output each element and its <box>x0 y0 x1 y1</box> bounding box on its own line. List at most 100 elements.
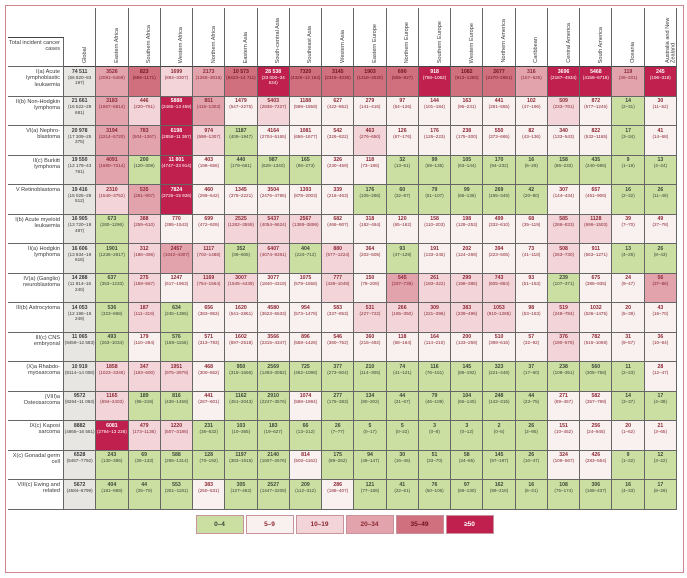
cell-value: 37 <box>528 363 535 370</box>
cell-confidence-interval: (1–22) <box>621 458 635 464</box>
data-cell: 383 (250–531) <box>193 480 226 510</box>
cell-value: 5468 <box>590 68 602 75</box>
cell-value: 245 <box>656 68 665 75</box>
column-header: South-central Asia <box>257 8 290 67</box>
cell-confidence-interval: (68–164) <box>393 340 412 346</box>
data-cell: 2310 (1540–3752) <box>96 185 129 215</box>
row-label: I(a) Acute lymphoblastic leukaemia <box>8 67 64 97</box>
cell-value: 6528 <box>73 452 86 458</box>
cell-value: 44 <box>141 481 148 488</box>
cell-value: 404 <box>301 245 310 252</box>
data-cell: 26 (8–43) <box>644 244 677 274</box>
cell-confidence-interval: (754–1564) <box>196 281 221 287</box>
column-header-label: Southern Africa <box>146 24 153 63</box>
cell-confidence-interval: (32–87) <box>394 192 411 198</box>
cell-confidence-interval: (240–595) <box>585 163 607 169</box>
cell-value: 36 <box>657 334 664 340</box>
data-cell: 266 (165–350) <box>386 303 419 333</box>
data-cell: 31 (9–57) <box>612 332 645 362</box>
column-header-label: Caribbean <box>533 37 540 63</box>
column-header: Southeast Asia <box>289 8 323 67</box>
cell-confidence-interval: (5457–7792) <box>66 458 93 464</box>
data-cell: 5437 (4054–6624) <box>257 214 290 244</box>
data-cell: 509 (233–761) <box>547 96 581 126</box>
data-cell: 4580 (3623–5533) <box>257 303 290 333</box>
row-label: IV(a) (Ganglio) neuroblastoma <box>8 273 64 303</box>
data-cell: 954 (573–1478) <box>289 303 323 333</box>
cell-confidence-interval: (438–1049) <box>325 281 350 287</box>
data-cell: 1187 (408–1947) <box>225 126 258 156</box>
cell-confidence-interval: (16–70) <box>652 310 669 316</box>
data-cell: 1053 (810–1285) <box>483 303 516 333</box>
cell-confidence-interval: (5–39) <box>621 310 635 316</box>
cell-confidence-interval: (4747–33 914) <box>161 163 192 169</box>
cell-value: 316 <box>526 68 536 75</box>
cell-value: 69 <box>141 452 148 458</box>
cell-confidence-interval: (300–652) <box>198 369 220 375</box>
data-cell: 6081 (2794–13 236) <box>96 421 129 451</box>
cell-confidence-interval: (227–722) <box>359 310 381 316</box>
data-cell: 144 (101–184) <box>418 96 452 126</box>
data-cell: 323 (221–448) <box>483 362 516 392</box>
data-cell: 364 (202–505) <box>354 244 387 274</box>
cell-confidence-interval: (41–121) <box>393 369 412 375</box>
data-cell: 11 065 (9459–12 583) <box>64 332 97 362</box>
column-header-label: Oceania <box>630 42 637 63</box>
data-cell: 116 (76–151) <box>418 362 452 392</box>
data-cell: 158 (110–203) <box>418 214 452 244</box>
column-header-label: Northern Europe <box>404 21 411 63</box>
data-cell: 5 (0–22) <box>386 421 419 451</box>
data-cell: 26 (7–77) <box>322 421 355 451</box>
data-cell: 360 (215–492) <box>354 332 387 362</box>
data-cell: 1220 (507–3186) <box>160 421 194 451</box>
data-cell: 1081 (656–1677) <box>289 126 323 156</box>
cell-value: 7320 <box>299 68 312 75</box>
data-cell: 41 (22–61) <box>386 480 419 510</box>
column-header-label: Southeast Asia <box>307 25 314 63</box>
cell-confidence-interval: (142–315) <box>488 399 510 405</box>
data-cell: 305 (127–462) <box>225 480 258 510</box>
cell-confidence-interval: (913–1280) <box>455 74 479 80</box>
cell-confidence-interval: (202–505) <box>359 251 381 257</box>
cell-value: 266 <box>397 304 407 311</box>
cell-confidence-interval: (626–1340) <box>261 163 285 169</box>
cell-value: 777 <box>333 275 343 281</box>
cell-value: 121 <box>365 481 375 488</box>
data-cell: 553 (251–1181) <box>160 480 194 510</box>
cell-value: 3 <box>433 422 436 429</box>
data-cell: 151 (10–452) <box>547 421 581 451</box>
cell-confidence-interval: (67–176) <box>393 133 412 139</box>
cell-value: 3 <box>465 422 469 429</box>
cell-value: 17 <box>657 393 664 399</box>
data-cell: 1165 (694–2403) <box>96 391 129 421</box>
cell-confidence-interval: (13–51) <box>394 163 411 169</box>
cell-confidence-interval: (337–739) <box>391 281 413 287</box>
data-cell: 179 (110–284) <box>128 332 161 362</box>
data-cell: 16 (6–29) <box>515 155 548 185</box>
cell-confidence-interval: (77–168) <box>360 487 380 493</box>
data-cell: 326 (230–459) <box>322 155 355 185</box>
cell-confidence-interval: (1282–3559) <box>227 222 254 228</box>
data-cell: 5888 (2465–13 459) <box>160 96 194 126</box>
cell-confidence-interval: (54–126) <box>393 104 412 110</box>
cell-confidence-interval: (10–64) <box>652 340 669 346</box>
cell-confidence-interval: (17–60) <box>523 369 540 375</box>
cell-confidence-interval: (313–793) <box>198 340 220 346</box>
cell-value: 16 <box>625 186 631 193</box>
data-cell: 14 053 (12 198–16 249) <box>64 303 97 333</box>
cell-value: 20 <box>625 422 631 429</box>
cell-confidence-interval: (2470–2951) <box>486 74 513 80</box>
cell-value: 99 <box>463 186 470 193</box>
data-cell: 76 (50–106) <box>418 480 452 510</box>
data-cell: 189 (95–319) <box>128 391 161 421</box>
data-cell: 823 (556–1171) <box>128 67 161 97</box>
legend-item-label: 35–49 <box>410 520 429 528</box>
cell-value: 896 <box>301 334 310 340</box>
data-cell: 699 (472–929) <box>193 214 226 244</box>
data-cell: 1858 (1023–3346) <box>96 362 129 392</box>
data-cell: 79 (51–107) <box>418 185 452 215</box>
data-cell: 261 (193–322) <box>418 273 452 303</box>
legend-item: 10–19 <box>295 514 344 534</box>
cell-confidence-interval: (305–758) <box>585 369 607 375</box>
cell-confidence-interval: (7–77) <box>331 428 345 434</box>
